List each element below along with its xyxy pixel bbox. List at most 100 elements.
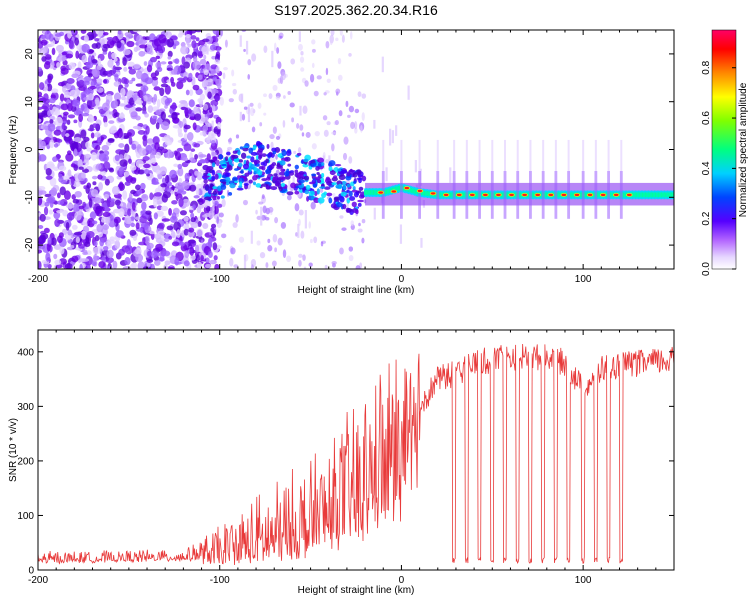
spectrogram-noise-blob bbox=[171, 102, 177, 111]
spectrogram-ridge-blob bbox=[287, 163, 292, 167]
spectrogram-noise-blob bbox=[75, 236, 80, 244]
spectrogram-noise-blob bbox=[112, 65, 117, 75]
spectrogram-noise-blob bbox=[293, 150, 297, 154]
snr-y-tick-label: 300 bbox=[17, 402, 34, 413]
spectrogram-ridge-blob bbox=[308, 181, 316, 185]
spectrogram-noise-blob bbox=[179, 210, 187, 216]
spectrogram-noise-blob bbox=[118, 208, 125, 218]
spectrogram-noise-blob bbox=[96, 78, 103, 84]
spectrogram-noise-blob bbox=[330, 30, 335, 36]
spectrogram-noise-blob bbox=[164, 260, 171, 266]
spectrogram-noise-blob bbox=[105, 114, 114, 119]
spectrogram-noise-blob bbox=[299, 124, 304, 131]
spectrogram-noise-blob bbox=[123, 97, 129, 106]
spectrogram-ridge-blob bbox=[271, 162, 277, 167]
spectrogram-fringe bbox=[594, 171, 598, 219]
spectrogram-ridge-blob bbox=[246, 155, 252, 159]
spectrogram-noise-blob bbox=[290, 58, 296, 65]
spectrogram-noise-blob bbox=[91, 59, 98, 64]
spectrogram-ridge-blob bbox=[328, 197, 333, 204]
spectrogram-noise-blob bbox=[56, 192, 61, 199]
spectrogram-noise-blob bbox=[200, 64, 206, 69]
spectrogram-noise-blob bbox=[129, 164, 137, 171]
spectrogram-noise-blob bbox=[171, 212, 177, 221]
spectrogram-noise-blob bbox=[78, 113, 84, 122]
spectrogram-noise-blob bbox=[132, 30, 142, 33]
spectrogram-noise-blob bbox=[72, 203, 81, 213]
spectrogram-noise-blob bbox=[144, 77, 153, 85]
spectrogram-noise-blob bbox=[61, 56, 66, 62]
spectrogram-noise-blob bbox=[103, 121, 108, 128]
spectrogram-streak bbox=[407, 85, 410, 100]
spectrogram-ridge-blob bbox=[220, 184, 227, 190]
spectrogram-fringe-faint bbox=[582, 139, 585, 172]
spectrogram-noise-blob bbox=[46, 242, 51, 252]
spectrogram-noise-blob bbox=[177, 132, 184, 138]
spectrogram-ridge-blob bbox=[272, 150, 277, 155]
spectrogram-noise-blob bbox=[95, 163, 102, 170]
spectrogram-noise-blob bbox=[201, 51, 206, 55]
spectrogram-noise-blob bbox=[89, 85, 97, 90]
spectrogram-noise-blob bbox=[83, 241, 91, 248]
spectrogram-streak bbox=[298, 31, 301, 42]
spectrogram-noise-blob bbox=[78, 205, 85, 210]
spectrogram-ridge-blob bbox=[281, 176, 286, 181]
spectrogram-streak bbox=[304, 210, 307, 229]
spectrogram-noise-blob bbox=[199, 93, 206, 101]
spectrogram-noise-blob bbox=[188, 227, 195, 233]
spectrogram-noise-blob bbox=[59, 246, 65, 255]
spectrogram-ridge-blob bbox=[216, 195, 221, 200]
spectrogram-noise-blob bbox=[146, 242, 154, 249]
spectrogram-noise-blob bbox=[130, 222, 135, 228]
spectrogram-noise-blob bbox=[119, 159, 128, 167]
spectrogram-noise-blob bbox=[91, 175, 98, 180]
spectrogram-noise-blob bbox=[92, 68, 100, 78]
spectrogram-noise-blob bbox=[57, 81, 66, 87]
spectrogram-noise-blob bbox=[209, 44, 217, 51]
spectrogram-noise-blob bbox=[268, 206, 274, 213]
spectrogram-noise-blob bbox=[40, 39, 48, 46]
spectrogram-ridge-blob bbox=[353, 180, 357, 184]
spectrogram-ridge-blob bbox=[274, 180, 280, 187]
spectrogram-ridge-blob bbox=[257, 147, 264, 153]
spectrogram-noise-blob bbox=[38, 225, 44, 230]
spectrogram-ridge-blob bbox=[220, 195, 225, 199]
spectrogram-noise-blob bbox=[135, 83, 143, 87]
spectrogram-streak bbox=[303, 266, 307, 269]
spectrogram-noise-blob bbox=[190, 148, 196, 152]
spectrogram-noise-blob bbox=[113, 92, 122, 102]
spectrogram-noise-blob bbox=[67, 30, 72, 39]
spectrogram-noise-blob bbox=[98, 261, 106, 269]
spectrogram-noise-blob bbox=[120, 87, 126, 97]
spectrogram-y-ticks: -20 -10 0 10 20 bbox=[24, 48, 674, 252]
spectrogram-hotspot bbox=[469, 193, 475, 197]
spectrogram-ridge-blob bbox=[221, 163, 227, 167]
spectrogram-noise-blob bbox=[228, 98, 234, 103]
snr-panel: -200 -100 0 100 0 100 200 300 400 Height of str… bbox=[8, 329, 675, 596]
spectrogram-noise-blob bbox=[60, 67, 69, 75]
spectrogram-noise-blob bbox=[173, 221, 181, 231]
spectrogram-noise-blob bbox=[197, 159, 207, 164]
spectrogram-hotspot bbox=[417, 189, 423, 193]
spectrogram-noise-blob bbox=[350, 31, 353, 40]
spectrogram-noise-blob bbox=[210, 227, 215, 233]
spectrogram-noise-blob bbox=[86, 231, 95, 239]
spectrogram-noise-blob bbox=[347, 114, 351, 118]
snr-y-tick-label: 200 bbox=[17, 456, 34, 467]
spectrogram-noise-blob bbox=[113, 112, 120, 118]
spectrogram-ridge-blob bbox=[207, 188, 212, 195]
spectrogram-noise-blob bbox=[166, 38, 175, 48]
spectrogram-noise-blob bbox=[215, 159, 220, 167]
spectrogram-streak bbox=[243, 254, 247, 269]
spectrogram-ridge-blob bbox=[214, 173, 219, 180]
spectrogram-noise-blob bbox=[339, 30, 343, 36]
spectrogram-noise-blob bbox=[44, 30, 52, 40]
spectrogram-noise-blob bbox=[108, 168, 115, 173]
spectrogram-noise-blob bbox=[289, 102, 295, 108]
spectrogram-noise-blob bbox=[102, 102, 110, 111]
spectrogram-noise-blob bbox=[176, 147, 184, 152]
spectrogram-noise-blob bbox=[94, 97, 100, 106]
spectrogram-noise-blob bbox=[183, 228, 189, 236]
spectrogram-noise-blob bbox=[111, 52, 117, 60]
spectrogram-ridge-blob bbox=[326, 192, 333, 197]
